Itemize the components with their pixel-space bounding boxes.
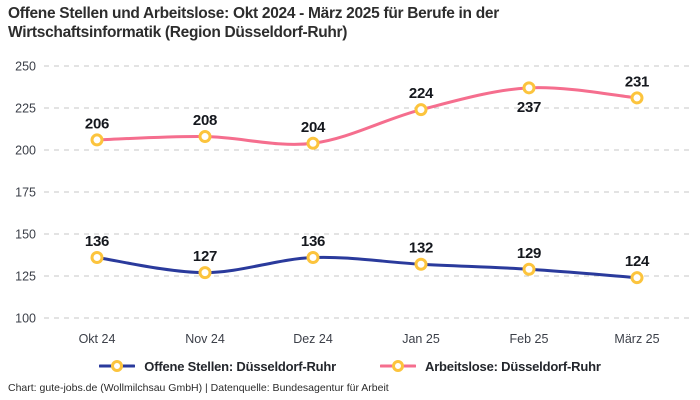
- data-point-marker-arbeitslose: [522, 81, 536, 95]
- data-point-value-label: 206: [85, 115, 109, 132]
- chart-legend: Offene Stellen: Düsseldorf-Ruhr Arbeitsl…: [0, 355, 700, 377]
- x-axis-tick-label: Okt 24: [79, 332, 116, 346]
- data-point-marker-arbeitslose: [90, 133, 104, 147]
- data-point-marker-offene-stellen: [630, 271, 644, 285]
- data-point-marker-offene-stellen: [522, 262, 536, 276]
- y-axis-tick-label: 225: [15, 102, 36, 116]
- data-point-marker-offene-stellen: [306, 251, 320, 265]
- legend-line-marker-icon: [99, 360, 136, 372]
- series-line-arbeitslose: [95, 86, 639, 146]
- legend-item-arbeitslose: Arbeitslose: Düsseldorf-Ruhr: [380, 359, 601, 374]
- data-point-value-label: 224: [409, 85, 434, 102]
- series-line-offene-stellen: [95, 255, 639, 280]
- y-axis-tick-label: 150: [15, 228, 36, 242]
- legend-item-offene-stellen: Offene Stellen: Düsseldorf-Ruhr: [99, 359, 336, 374]
- legend-line-marker-icon: [380, 360, 416, 372]
- data-point-value-label: 237: [517, 99, 541, 116]
- y-axis-tick-label: 100: [15, 312, 36, 326]
- data-point-marker-offene-stellen: [198, 266, 212, 280]
- data-point-value-label: 136: [301, 233, 325, 250]
- x-axis-tick-label: Jan 25: [402, 332, 440, 346]
- data-point-marker-offene-stellen: [414, 257, 428, 271]
- y-axis-tick-label: 250: [15, 60, 36, 74]
- x-axis-tick-label: März 25: [614, 332, 659, 346]
- line-chart-canvas: 100 125 150 175 200 225 250 Okt 24 Nov 24 Dez 24 J…: [15, 60, 692, 346]
- data-point-value-label: 127: [193, 248, 217, 265]
- y-axis-tick-label: 125: [15, 270, 36, 284]
- data-point-value-label: 129: [517, 245, 541, 262]
- data-point-value-label: 136: [85, 233, 109, 250]
- y-axis-tick-label: 175: [15, 186, 36, 200]
- legend-label: Offene Stellen: Düsseldorf-Ruhr: [144, 358, 336, 374]
- data-point-value-label: 208: [193, 112, 217, 129]
- x-axis-tick-label: Dez 24: [293, 332, 333, 346]
- data-point-marker-arbeitslose: [630, 91, 644, 105]
- data-point-value-label: 124: [625, 253, 650, 270]
- x-axis-tick-label: Nov 24: [185, 332, 225, 346]
- data-point-marker-arbeitslose: [414, 103, 428, 117]
- chart-title: Offene Stellen und Arbeitslose: Okt 2024…: [8, 5, 499, 41]
- y-axis-tick-label: 200: [15, 144, 36, 158]
- legend-label: Arbeitslose: Düsseldorf-Ruhr: [425, 358, 601, 374]
- data-point-marker-arbeitslose: [306, 136, 320, 150]
- source-attribution: Chart: gute-jobs.de (Wollmilchsau GmbH) …: [8, 382, 389, 394]
- data-point-marker-arbeitslose: [198, 130, 212, 144]
- data-point-marker-offene-stellen: [90, 251, 104, 265]
- x-axis-tick-label: Feb 25: [510, 332, 549, 346]
- data-point-value-label: 132: [409, 240, 433, 257]
- data-point-value-label: 231: [625, 73, 649, 90]
- data-point-value-label: 204: [301, 119, 326, 136]
